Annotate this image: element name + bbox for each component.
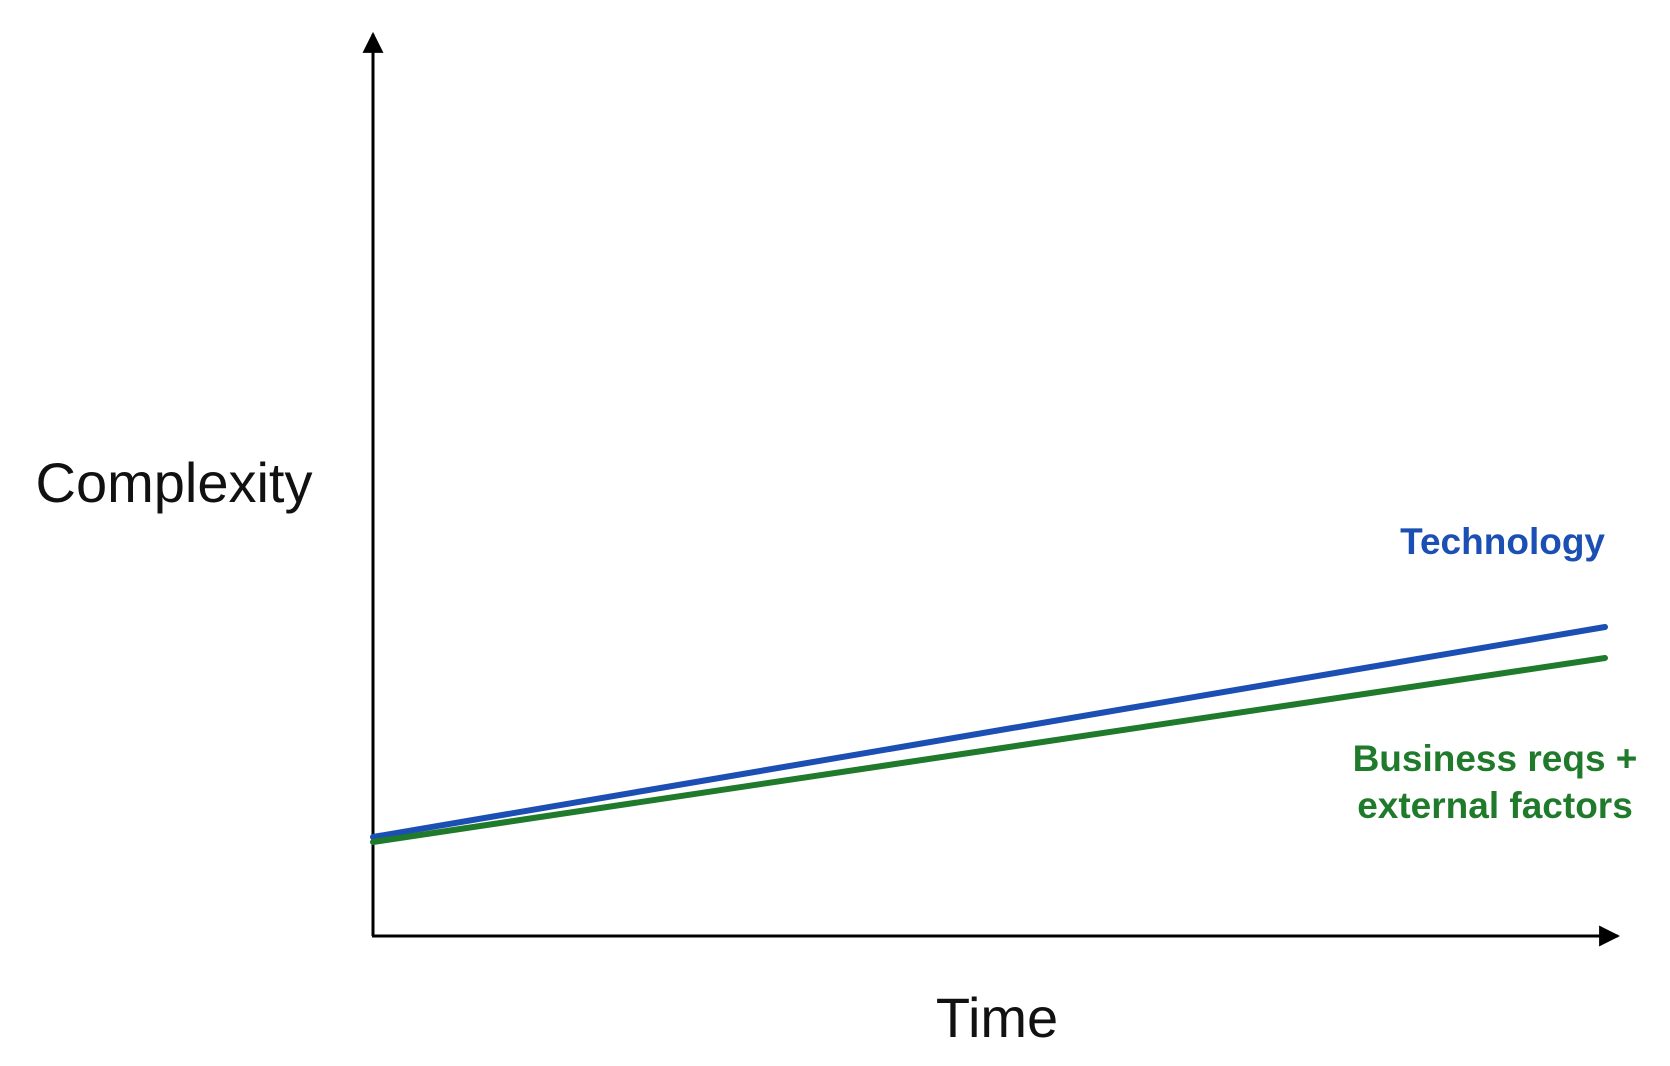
business-label: external factors (1357, 785, 1633, 826)
business-line (370, 655, 1608, 845)
y-axis-label: Complexity (36, 451, 313, 514)
x-axis-label: Time (936, 986, 1058, 1049)
business-label: Business reqs + (1353, 738, 1638, 779)
technology-label: Technology (1400, 521, 1605, 562)
technology-line (370, 624, 1608, 840)
